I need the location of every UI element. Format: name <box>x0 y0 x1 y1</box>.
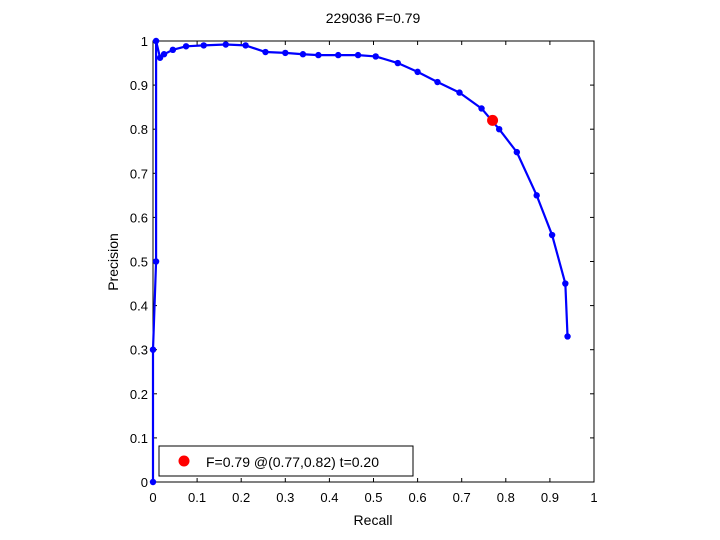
pr-curve-point <box>200 42 207 49</box>
legend-label: F=0.79 @(0.77,0.82) t=0.20 <box>206 454 379 470</box>
pr-curve-point <box>495 126 503 133</box>
best-f-point <box>487 114 499 126</box>
pr-curve-point <box>533 192 540 199</box>
y-axis-ticks: 0 0.1 0.2 0.3 0.4 0.5 0.6 0.7 0.8 0.9 1 <box>130 34 594 490</box>
pr-curve-point <box>456 89 463 96</box>
x-tick-label: 1 <box>590 490 597 505</box>
pr-curve-point <box>354 51 362 59</box>
legend-box <box>158 445 414 477</box>
x-axis-label: Recall <box>354 512 393 528</box>
pr-curve-point <box>434 78 441 86</box>
x-tick-label: 0 <box>149 490 156 505</box>
best-point-layer <box>487 114 499 126</box>
pr-curve-point <box>169 46 177 54</box>
x-tick-label: 0.9 <box>541 490 559 505</box>
x-tick-label: 0.6 <box>409 490 427 505</box>
pr-curve-point <box>160 51 168 58</box>
pr-curve-point <box>372 53 379 60</box>
pr-curve-point <box>152 37 160 45</box>
pr-curve-point <box>414 68 421 76</box>
y-tick-label: 0.7 <box>130 166 148 181</box>
y-tick-label: 0.1 <box>130 431 148 446</box>
series-layer <box>149 37 571 486</box>
x-tick-label: 0.5 <box>364 490 382 505</box>
pr-curve-point <box>513 148 521 156</box>
y-tick-label: 0.6 <box>130 210 148 225</box>
y-tick-label: 1 <box>141 34 148 49</box>
y-tick-label: 0.5 <box>130 255 148 270</box>
plot-area <box>152 40 595 483</box>
pr-curve-point <box>335 51 342 59</box>
y-tick-label: 0.3 <box>130 343 148 358</box>
chart-title: 229036 F=0.79 <box>326 10 421 26</box>
legend-marker <box>178 455 190 467</box>
pr-curve-point <box>149 346 157 353</box>
x-tick-label: 0.2 <box>232 490 250 505</box>
y-tick-label: 0 <box>141 475 148 490</box>
x-tick-label: 0.3 <box>276 490 294 505</box>
y-tick-label: 0.2 <box>130 387 148 402</box>
x-tick-label: 0.8 <box>497 490 515 505</box>
y-tick-label: 0.9 <box>130 78 148 93</box>
y-axis-label: Precision <box>105 233 121 291</box>
legend: F=0.79 @(0.77,0.82) t=0.20 <box>158 445 414 477</box>
pr-curve-point <box>152 258 160 265</box>
pr-curve-point <box>394 59 401 67</box>
y-tick-label: 0.8 <box>130 122 148 137</box>
pr-curve-point <box>149 478 157 486</box>
pr-curve-point <box>299 51 307 58</box>
pr-curve-point <box>282 49 289 57</box>
pr-curve-point <box>242 42 249 49</box>
pr-curve-point <box>182 43 190 50</box>
x-axis-ticks: 0 0.1 0.2 0.3 0.4 0.5 0.6 0.7 0.8 0.9 1 <box>149 41 598 505</box>
pr-curve-point <box>564 333 571 340</box>
pr-curve-point <box>548 231 556 239</box>
pr-curve-point <box>222 41 229 48</box>
y-tick-label: 0.4 <box>130 299 148 314</box>
x-tick-label: 0.1 <box>188 490 206 505</box>
x-tick-label: 0.4 <box>320 490 338 505</box>
pr-curve-point <box>478 105 485 112</box>
x-tick-label: 0.7 <box>453 490 471 505</box>
pr-curve-point <box>562 280 569 287</box>
pr-curve-point <box>262 48 269 56</box>
pr-curve-point <box>315 51 322 59</box>
